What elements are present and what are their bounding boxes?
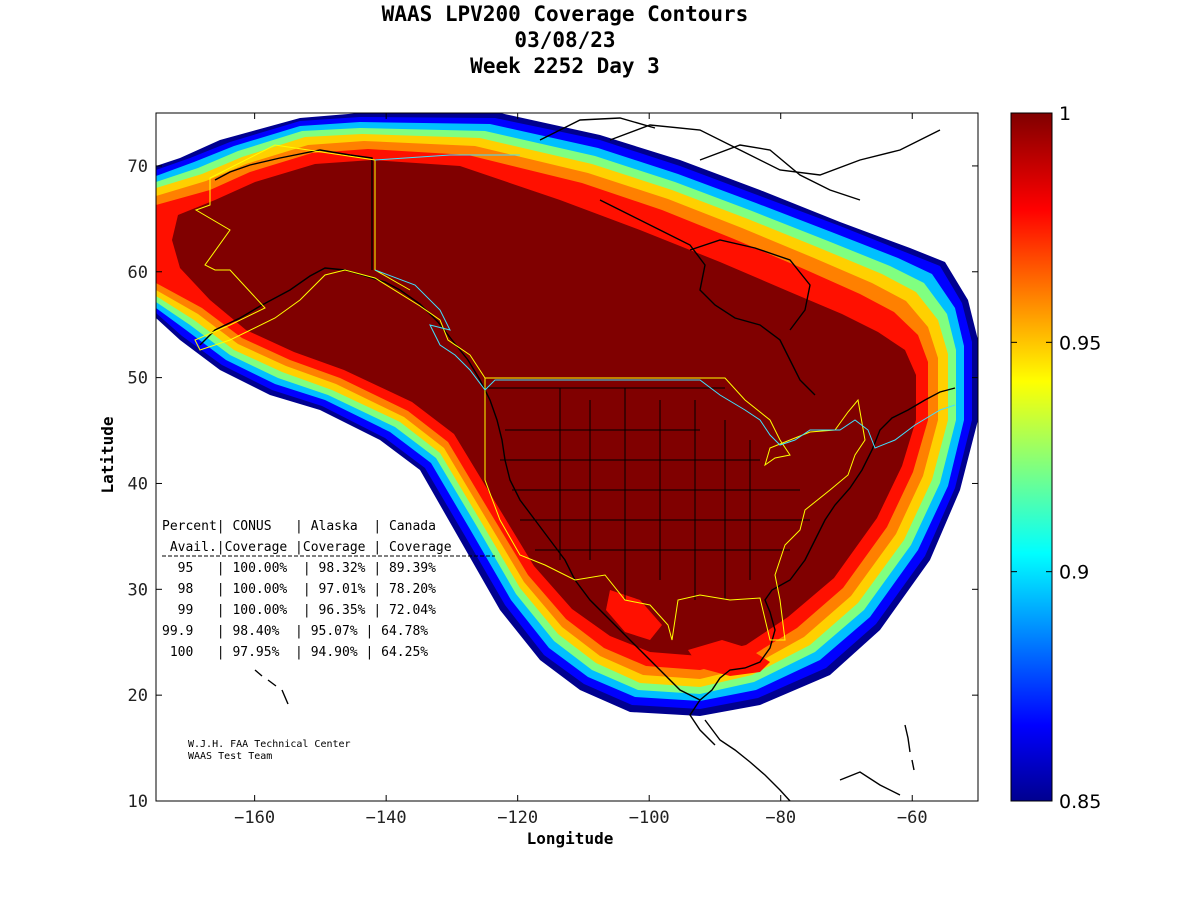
coastlines [199,117,956,801]
y-tick-label: 40 [128,474,148,494]
chart-title: WAAS LPV200 Coverage Contours [381,2,749,26]
contour-1.00 [172,160,916,656]
plot-frame [155,112,979,802]
x-tick-label: −160 [234,808,275,828]
colorbar [1010,112,1053,802]
x-tick-label: −120 [497,808,538,828]
chart-date: 03/08/23 [514,28,616,52]
credit-line-2: WAAS Test Team [188,751,272,762]
canada-boundary [374,154,956,449]
colorbar-tick-label: 0.95 [1059,332,1101,354]
table-row: 98 | 100.00% | 97.01% | 78.20% [162,582,436,597]
table-header-1: Percent| CONUS | Alaska | Canada [162,519,436,534]
y-tick-label: 20 [128,686,148,706]
table-header-2: Avail.|Coverage |Coverage | Coverage [162,540,452,555]
state-borders [485,387,810,600]
table-row: 100 | 97.95% | 94.90% | 64.25% [162,645,428,660]
contour-mexico-pocket [606,590,662,640]
colorbar-ticks: 1 0.95 0.9 0.85 [1011,103,1101,813]
x-tick-label: −100 [629,808,670,828]
y-axis-label: Latitude [98,416,117,493]
chart-week-day: Week 2252 Day 3 [470,54,660,78]
x-axis-label: Longitude [527,829,614,848]
y-axis-ticks: 10 20 30 40 50 60 70 [128,157,978,812]
credit-line-1: W.J.H. FAA Technical Center [188,739,351,750]
table-row: 99.9 | 98.40% | 95.07% | 64.78% [162,624,428,639]
y-tick-label: 50 [128,369,148,389]
coverage-contours [156,113,978,716]
coverage-stats-table: Percent| CONUS | Alaska | Canada Avail.|… [162,519,495,660]
y-tick-label: 60 [128,263,148,283]
y-tick-label: 30 [128,580,148,600]
colorbar-tick-label: 0.85 [1059,791,1101,813]
y-tick-label: 10 [128,792,148,812]
table-row: 95 | 100.00% | 98.32% | 89.39% [162,561,436,576]
colorbar-tick-label: 0.9 [1059,562,1089,584]
y-tick-label: 70 [128,157,148,177]
x-tick-label: −60 [897,808,928,828]
x-tick-label: −140 [366,808,407,828]
table-row: 99 | 100.00% | 96.35% | 72.04% [162,603,436,618]
colorbar-tick-label: 1 [1059,103,1071,125]
contour-gulf-pocket [688,640,770,676]
x-tick-label: −80 [765,808,796,828]
x-axis-ticks: −160 −140 −120 −100 −80 −60 [234,113,928,828]
